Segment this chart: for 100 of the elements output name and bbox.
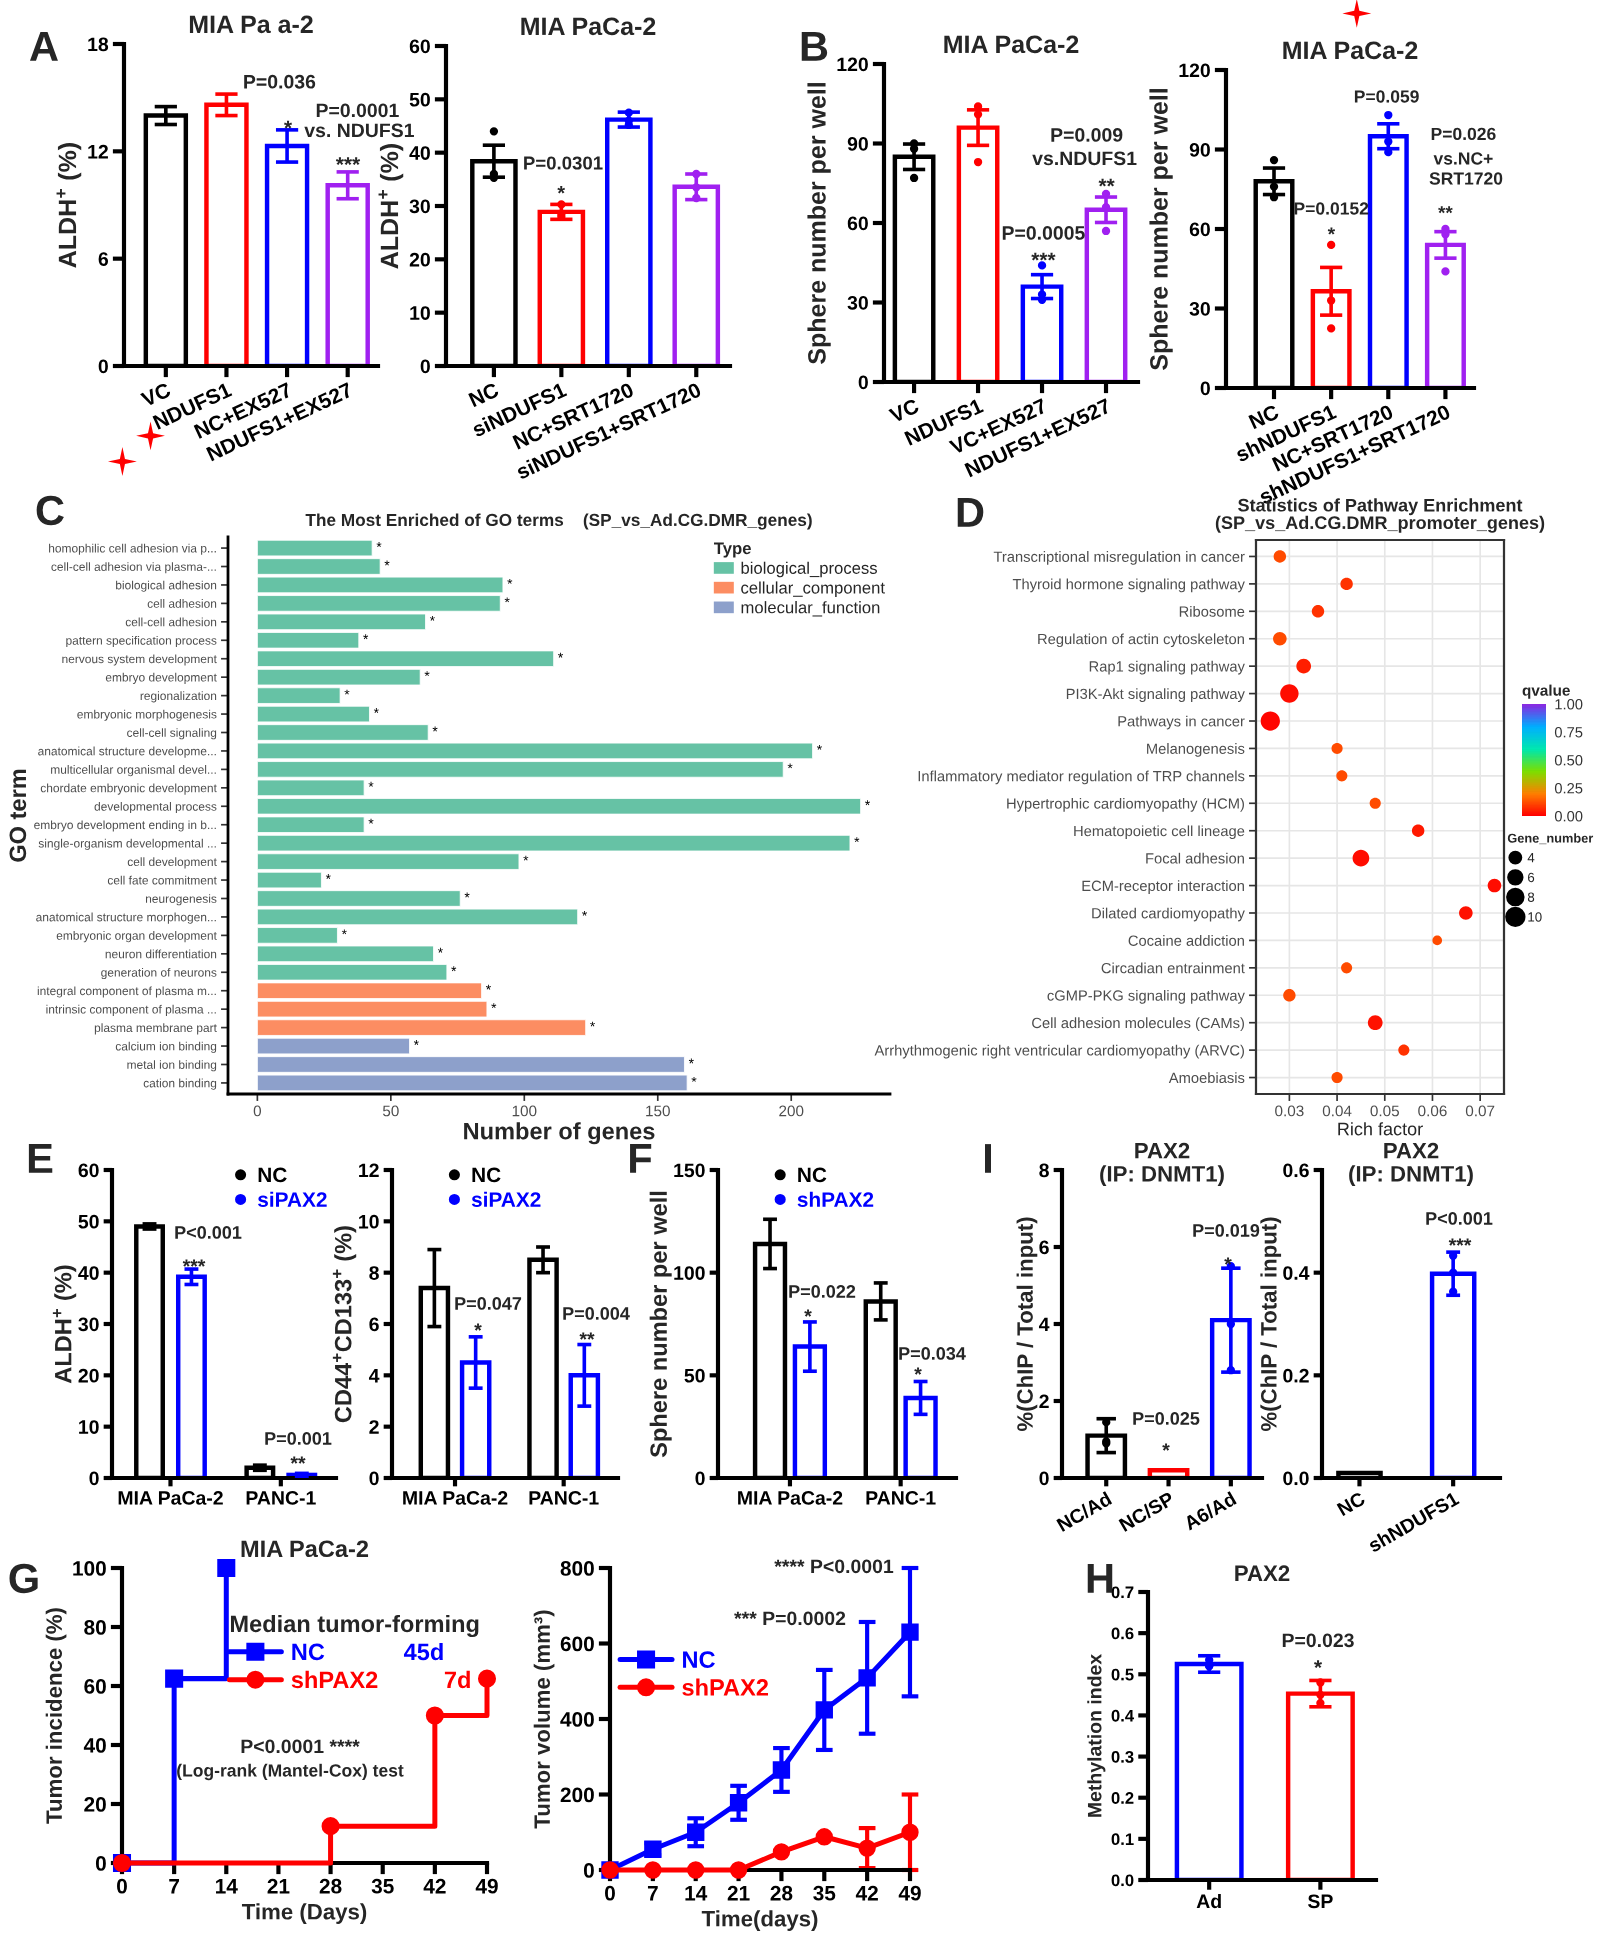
annotation: P=0.034 (899, 1347, 966, 1360)
annotation: *** (182, 1259, 206, 1267)
chart-title: MIA PaCa-2 (944, 35, 1079, 54)
y-tick-label: 0 (695, 1471, 705, 1486)
x-tick-label: NC (1336, 1491, 1367, 1517)
y-axis-title: Sphere number per well (649, 1191, 672, 1458)
chart-title: PAX2 (IP: DNMT1) (1349, 1142, 1473, 1187)
y-tick-label: 0.5 (1111, 1668, 1134, 1681)
y-tick-label: 80 (84, 1620, 106, 1635)
y-tick-label: 40 (83, 1738, 106, 1753)
annotation: P=0.0301 (524, 156, 603, 170)
x-tick-label: 28 (319, 1878, 342, 1894)
y-tick-label: 30 (78, 1317, 99, 1332)
legend-label: NC 45d (292, 1642, 443, 1661)
y-tick-label: 0.2 (1111, 1792, 1134, 1804)
x-tick-label: 21 (727, 1885, 750, 1901)
annotation: vs.NC+ (1433, 152, 1493, 165)
annotation: P=0.0001 (316, 103, 399, 118)
annotation: P=0.059 (1354, 90, 1419, 103)
y-tick-label: 0 (369, 1471, 379, 1486)
chart-title: MIA PaCa-2 (1283, 41, 1418, 60)
y-tick-label: 18 (88, 37, 109, 52)
annotation: P<0.001 (1426, 1212, 1493, 1225)
legend-label: shPAX2 7d (291, 1670, 470, 1689)
y-tick-label: 4 (368, 1369, 380, 1383)
annotation: ** (290, 1456, 306, 1464)
annotation: * (1327, 227, 1336, 235)
annotation: * (914, 1367, 922, 1375)
y-tick-label: 4 (1038, 1317, 1050, 1332)
x-tick-label: MIA PaCa-2 (118, 1491, 223, 1505)
text: F (630, 1144, 652, 1173)
annotation: *** (335, 157, 361, 166)
y-tick-label: 30 (409, 199, 430, 214)
annotation: * (474, 1323, 482, 1331)
annotation: P=0.009 (1051, 128, 1123, 142)
y-tick-label: 12 (359, 1163, 379, 1178)
y-tick-label: 0.4 (1283, 1266, 1310, 1280)
annotation: *** (1448, 1238, 1472, 1246)
legend-label: shPAX2 (682, 1678, 769, 1696)
y-tick-label: 120 (837, 57, 868, 72)
annotation: ** (1098, 178, 1115, 187)
text: H (1087, 1564, 1113, 1593)
annotation: * (804, 1309, 812, 1317)
text: NC (472, 1167, 501, 1183)
y-tick-label: 60 (847, 216, 868, 231)
y-tick-label: 0 (583, 1863, 594, 1878)
x-tick-label: Ad (1196, 1893, 1221, 1909)
y-tick-label: 150 (674, 1163, 705, 1178)
text: siPAX2 (471, 1191, 541, 1207)
x-tick-label: 49 (898, 1885, 921, 1901)
x-axis-title: Rich factor (1338, 1122, 1423, 1136)
y-tick-label: 20 (84, 1797, 106, 1812)
y-tick-label: 90 (847, 136, 868, 151)
text: C (36, 495, 64, 526)
x-tick-label: 49 (475, 1878, 498, 1894)
y-tick-label: 100 (674, 1266, 705, 1280)
annotation: * (557, 186, 566, 194)
annotation: *** (1031, 252, 1056, 261)
annotation: **** P<0.0001 (774, 1559, 894, 1574)
annotation: ** (579, 1332, 595, 1340)
y-axis-title: CD44$^{+}$CD133$^{+}$ (%) (332, 1226, 357, 1423)
y-tick-label: 0.0 (1111, 1874, 1134, 1887)
y-tick-label: 10 (359, 1214, 379, 1229)
y-tick-label: 40 (78, 1266, 99, 1280)
annotation: P=0.036 (244, 74, 316, 89)
y-tick-label: 20 (409, 252, 430, 267)
legend-label: shPAX2 (797, 1191, 874, 1207)
y-tick-label: 600 (560, 1636, 594, 1652)
legend-label: molecular_function (741, 601, 880, 617)
annotation: * (1314, 1660, 1323, 1669)
y-tick-label: 100 (73, 1561, 106, 1576)
legend-label: siPAX2 (257, 1191, 327, 1207)
chart-title: PAX2 (1235, 1565, 1290, 1581)
annotation: *** P=0.0002 (734, 1611, 846, 1626)
text: D (957, 498, 984, 527)
y-tick-label: 60 (84, 1679, 106, 1694)
annotation: ** (1438, 206, 1453, 214)
y-tick-label: 20 (78, 1368, 99, 1383)
x-tick-label: 14 (685, 1886, 708, 1901)
legend-label: NC (798, 1167, 827, 1183)
annotation: P=0.023 (1282, 1633, 1354, 1648)
x-axis-title: Number of genes (464, 1122, 655, 1145)
y-tick-label: 30 (847, 295, 868, 310)
y-tick-label: 50 (684, 1368, 705, 1383)
x-tick-label: 35 (813, 1885, 836, 1901)
x-tick-label: 42 (423, 1878, 446, 1894)
y-axis-title: ALDH$^{+}$ (%) (56, 143, 82, 268)
y-tick-label: 50 (78, 1214, 99, 1229)
x-tick-label: 42 (855, 1885, 878, 1901)
y-tick-label: 0 (89, 1471, 99, 1486)
chart-title: PAX2 (IP: DNMT1) (1100, 1142, 1224, 1187)
text: G (9, 1563, 38, 1594)
annotation: * (1162, 1443, 1170, 1451)
annotation: P<0.0001 **** (241, 1739, 360, 1754)
text: B (801, 32, 828, 61)
chart-title: MIA Pa a-2 (189, 15, 313, 34)
legend-label: cellular_component (741, 581, 885, 597)
x-tick-label: PANC-1 (529, 1491, 599, 1505)
legend-label: NC (683, 1651, 715, 1668)
y-tick-label: 0 (98, 359, 108, 374)
